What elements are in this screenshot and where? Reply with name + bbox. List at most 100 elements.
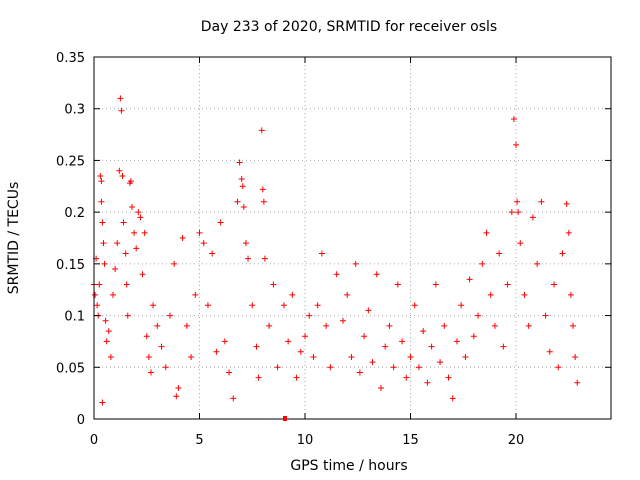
data-point	[542, 312, 549, 319]
data-point	[555, 364, 562, 371]
y-tick-label: 0.2	[64, 206, 85, 221]
data-point	[260, 198, 267, 205]
data-point	[217, 219, 224, 226]
y-tick-label: 0.1	[64, 310, 85, 325]
data-point	[411, 302, 418, 309]
data-point	[513, 141, 520, 148]
data-point	[103, 338, 110, 345]
data-point	[96, 281, 103, 288]
data-point	[479, 260, 486, 267]
data-point	[99, 219, 106, 226]
data-point	[496, 250, 503, 257]
data-point	[369, 359, 376, 366]
data-point	[145, 353, 152, 360]
data-point	[445, 374, 452, 381]
data-point	[158, 343, 165, 350]
data-point	[137, 214, 144, 221]
data-point	[318, 250, 325, 257]
grid-layer	[94, 57, 611, 419]
data-point	[131, 229, 138, 236]
plot-frame	[93, 56, 612, 420]
data-point	[377, 384, 384, 391]
data-point	[259, 186, 266, 193]
data-point	[154, 322, 161, 329]
data-point	[382, 343, 389, 350]
data-point	[188, 353, 195, 360]
data-point	[242, 240, 249, 247]
data-point	[356, 369, 363, 376]
data-point	[209, 250, 216, 257]
data-point	[420, 328, 427, 335]
data-point	[226, 369, 233, 376]
data-point	[240, 203, 247, 210]
data-point	[525, 322, 532, 329]
x-tick-label: 10	[297, 433, 314, 448]
data-point	[117, 95, 124, 102]
data-point	[255, 374, 262, 381]
data-point	[261, 255, 268, 262]
time-marker	[283, 416, 287, 421]
data-point	[515, 209, 522, 216]
data-point	[97, 172, 104, 179]
y-tick-label: 0.25	[56, 154, 85, 169]
data-point	[280, 302, 287, 309]
data-point	[432, 281, 439, 288]
data-point	[99, 399, 106, 406]
data-point	[390, 364, 397, 371]
data-point	[437, 359, 444, 366]
x-tick-label: 0	[90, 433, 98, 448]
data-point	[470, 333, 477, 340]
data-point	[238, 176, 245, 183]
data-point	[415, 364, 422, 371]
data-point	[171, 260, 178, 267]
data-point	[424, 379, 431, 386]
x-tick-label: 15	[402, 433, 419, 448]
y-axis-label: SRMTID / TECUs	[6, 182, 22, 295]
data-point	[102, 317, 109, 324]
data-point	[487, 291, 494, 298]
data-point	[365, 307, 372, 314]
data-point	[221, 338, 228, 345]
data-point	[441, 322, 448, 329]
y-tick-label: 0	[77, 413, 85, 428]
data-point	[98, 178, 105, 185]
data-point	[150, 302, 157, 309]
data-point	[510, 116, 517, 123]
data-point	[559, 250, 566, 257]
data-point	[333, 271, 340, 278]
data-point	[179, 235, 186, 241]
data-point	[373, 271, 380, 278]
data-point	[116, 167, 123, 174]
data-point	[135, 209, 142, 216]
data-point	[166, 312, 173, 319]
data-point	[114, 240, 121, 247]
data-point	[327, 364, 334, 371]
data-point	[230, 395, 237, 402]
data-point	[173, 393, 180, 400]
data-point	[534, 260, 541, 267]
x-tick-label: 5	[195, 433, 203, 448]
data-point	[314, 302, 321, 309]
data-point	[323, 322, 330, 329]
data-points	[91, 95, 581, 406]
data-point	[551, 281, 558, 288]
data-point	[124, 312, 131, 319]
data-point	[143, 333, 150, 340]
data-point	[521, 291, 528, 298]
data-point	[567, 291, 574, 298]
data-point	[352, 260, 359, 267]
data-point	[274, 364, 281, 371]
data-point	[204, 302, 211, 309]
data-point	[118, 107, 125, 114]
data-point	[101, 260, 108, 267]
data-point	[514, 198, 521, 205]
data-point	[289, 291, 296, 298]
data-point	[234, 198, 241, 205]
data-point	[109, 291, 116, 298]
axis-ticks: 0 0.05 0.1 0.15 0.2 0.25 0.3 0.35 0 5 10 15 20	[56, 51, 611, 448]
data-point	[302, 333, 309, 340]
data-point	[127, 178, 134, 185]
data-point	[500, 343, 507, 350]
data-point	[529, 214, 536, 221]
data-point	[572, 353, 579, 360]
